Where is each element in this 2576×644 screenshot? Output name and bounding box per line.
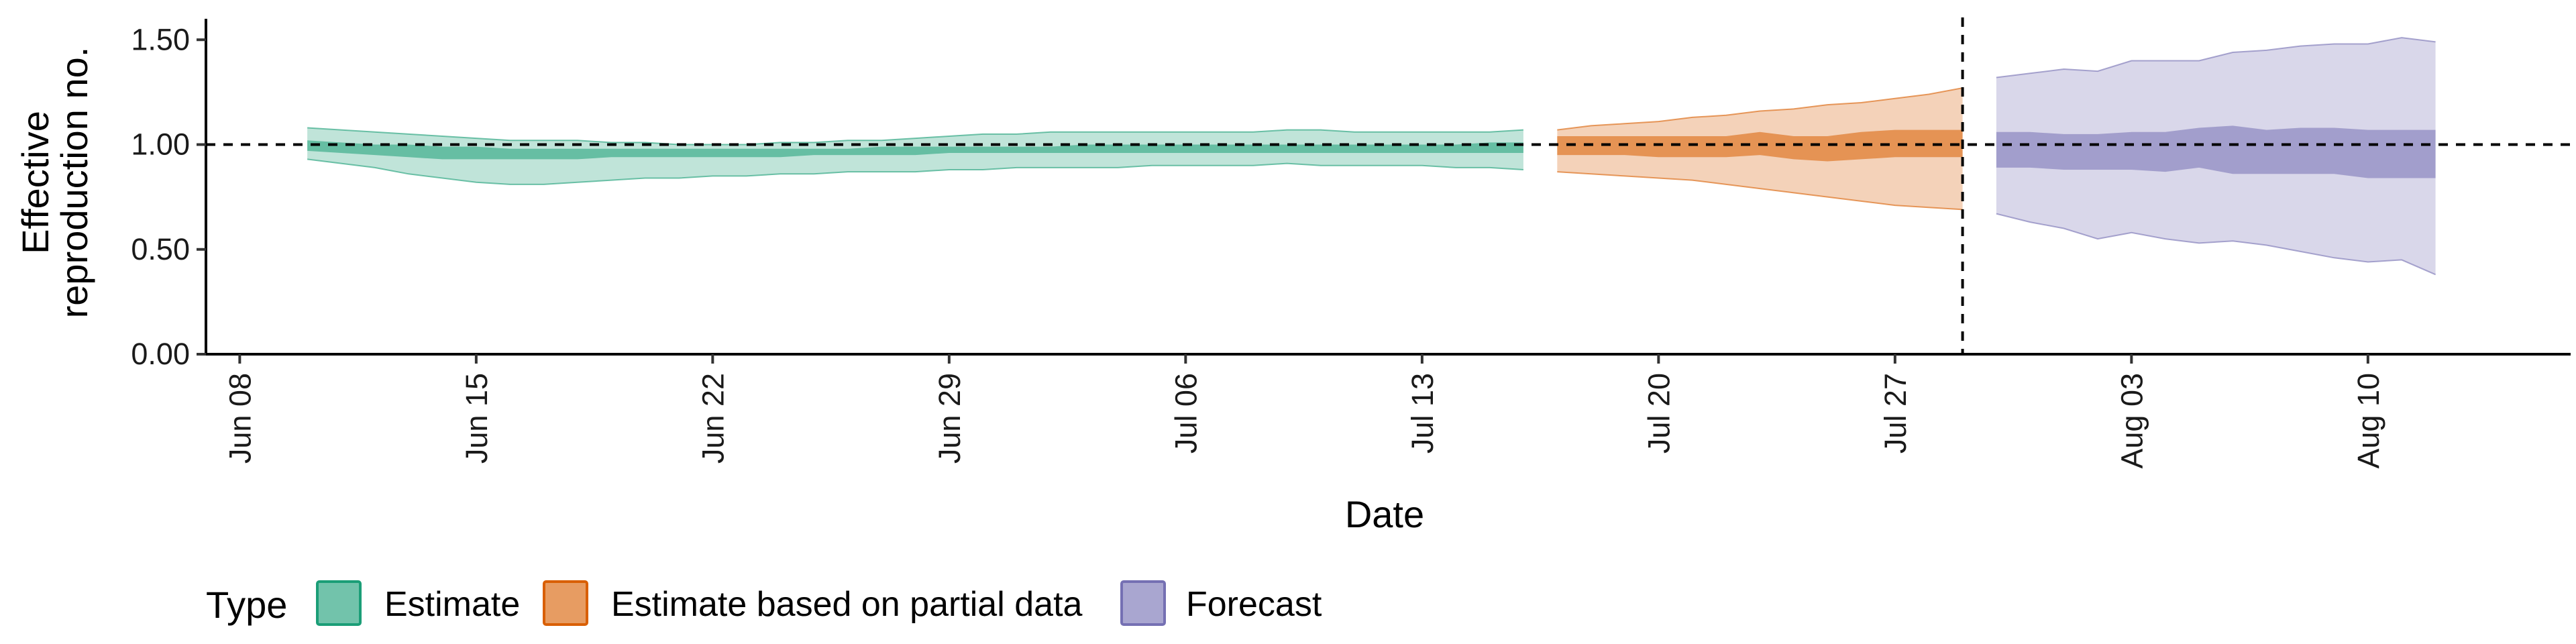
legend-title: Type [206,584,287,626]
legend: Type Estimate Estimate based on partial d… [206,580,1322,626]
legend-label: Estimate [384,585,520,624]
y-axis-title-line-1: Effective [14,111,56,254]
y-axis-ticks: 0.00 0.50 1.00 1.50 [131,22,206,371]
y-tick-label: 0.50 [131,232,190,266]
x-tick-label: Jul 13 [1405,373,1440,453]
x-tick-label: Jul 06 [1169,373,1203,453]
legend-key-swatch [316,580,362,626]
x-tick-label: Jun 29 [932,373,967,464]
legend-key-swatch [1120,580,1166,626]
legend-label: Estimate based on partial data [611,585,1083,624]
estimate-based-on-partial-data-lower-edge [1557,171,1963,211]
x-tick-label: Jul 20 [1642,373,1676,453]
estimate-upper-edge [307,127,1523,146]
y-tick-label: 0.00 [131,337,190,371]
axes [205,19,2571,356]
y-tick-label: 1.50 [131,22,190,56]
x-axis-title: Date [1345,493,1424,535]
estimate-lower-edge [307,158,1523,185]
x-tick-label: Jun 15 [460,373,494,464]
forecast-upper-edge [1996,37,2436,78]
y-tick-label: 1.00 [131,127,190,162]
x-tick-label: Jun 22 [696,373,730,464]
estimate-based-on-partial-data-upper-edge [1557,87,1963,131]
x-tick-label: Aug 10 [2351,373,2385,469]
forecast-50-band [1996,125,2436,178]
y-axis-title-line-2: reproduction no. [53,47,95,319]
y-axis-title: Effective reproduction no. [14,47,95,319]
x-tick-label: Jul 27 [1878,373,1913,453]
estimate-90-band [307,127,1523,184]
interval-bands [307,37,2436,276]
x-tick-label: Aug 03 [2114,373,2149,469]
legend-key-swatch [543,580,588,626]
forecast-lower-edge [1996,213,2436,276]
reference-lines [206,17,2571,354]
x-tick-label: Jun 08 [223,373,257,464]
x-axis-ticks: Jun 08 Jun 15 Jun 22 Jun 29 Jul 06 Jul 13 Jul … [223,354,2385,469]
legend-label: Forecast [1186,585,1322,624]
